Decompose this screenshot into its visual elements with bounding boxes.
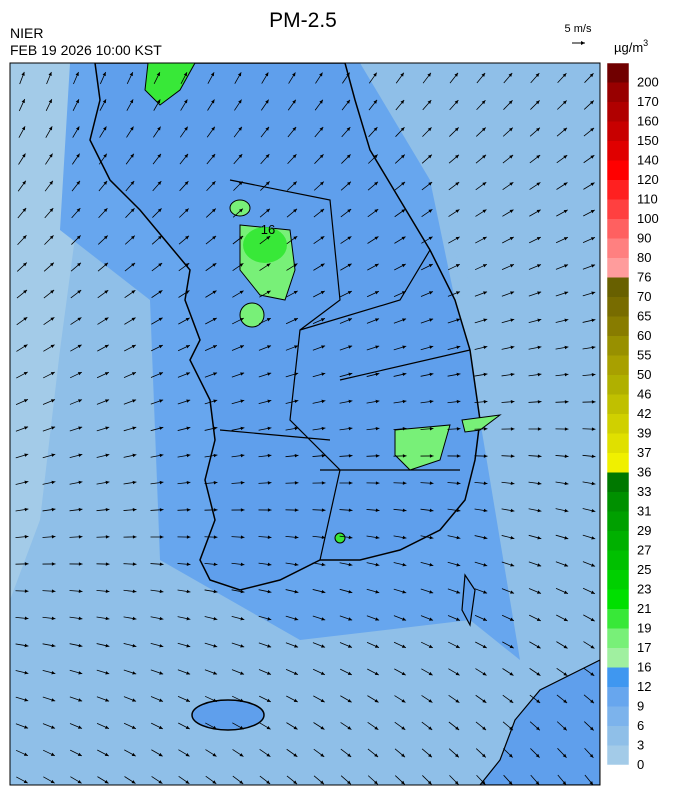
legend-label: 80 [637, 250, 651, 265]
legend-swatch [607, 590, 629, 610]
legend-swatch [607, 83, 629, 103]
legend-label: 160 [637, 114, 659, 129]
legend-swatch [607, 746, 629, 766]
wind-scale-arrowhead [581, 41, 585, 45]
map-label: 16 [261, 222, 275, 237]
legend-swatch [607, 141, 629, 161]
legend-label: 100 [637, 211, 659, 226]
unit: µg/m3 [614, 38, 648, 55]
legend-swatch [607, 648, 629, 668]
legend-label: 19 [637, 621, 651, 636]
legend-swatch [607, 492, 629, 512]
legend-swatch [607, 687, 629, 707]
legend: 0369121617192123252729313336373942465055… [607, 63, 659, 772]
legend-label: 90 [637, 231, 651, 246]
unit-exponent: 3 [643, 38, 648, 48]
legend-swatch [607, 395, 629, 415]
legend-label: 31 [637, 504, 651, 519]
legend-swatch [607, 180, 629, 200]
wind-scale: 5 m/s [565, 23, 592, 35]
legend-label: 37 [637, 445, 651, 460]
legend-label: 140 [637, 153, 659, 168]
legend-label: 27 [637, 543, 651, 558]
legend-label: 3 [637, 738, 644, 753]
legend-swatch [607, 512, 629, 532]
legend-swatch [607, 414, 629, 434]
legend-swatch [607, 609, 629, 629]
legend-label: 76 [637, 270, 651, 285]
legend-swatch [607, 200, 629, 220]
jeju [192, 700, 264, 730]
legend-swatch [607, 278, 629, 298]
legend-label: 36 [637, 465, 651, 480]
legend-swatch [607, 356, 629, 376]
legend-label: 70 [637, 289, 651, 304]
legend-label: 6 [637, 718, 644, 733]
legend-label: 42 [637, 406, 651, 421]
legend-swatch [607, 531, 629, 551]
legend-label: 50 [637, 367, 651, 382]
pm-patch [230, 200, 250, 216]
legend-swatch [607, 317, 629, 337]
legend-swatch [607, 375, 629, 395]
legend-label: 60 [637, 328, 651, 343]
legend-swatch [607, 551, 629, 571]
legend-swatch [607, 629, 629, 649]
legend-swatch [607, 434, 629, 454]
legend-swatch [607, 707, 629, 727]
legend-swatch [607, 102, 629, 122]
legend-swatch [607, 726, 629, 746]
legend-label: 23 [637, 582, 651, 597]
legend-label: 120 [637, 172, 659, 187]
legend-label: 29 [637, 523, 651, 538]
legend-label: 55 [637, 348, 651, 363]
legend-swatch [607, 161, 629, 181]
legend-label: 9 [637, 699, 644, 714]
legend-label: 150 [637, 133, 659, 148]
legend-swatch [607, 453, 629, 473]
map: 16 [10, 63, 600, 785]
legend-label: 16 [637, 660, 651, 675]
datetime: FEB 19 2026 10:00 KST [10, 42, 162, 58]
legend-label: 12 [637, 679, 651, 694]
pm-patch [335, 533, 345, 543]
legend-swatch [607, 473, 629, 493]
legend-swatch [607, 297, 629, 317]
legend-label: 65 [637, 309, 651, 324]
legend-label: 110 [637, 192, 658, 207]
unit-base: µg/m [614, 40, 643, 55]
legend-label: 39 [637, 426, 651, 441]
legend-label: 170 [637, 94, 659, 109]
legend-label: 200 [637, 75, 659, 90]
legend-label: 33 [637, 484, 651, 499]
legend-swatch [607, 336, 629, 356]
legend-swatch [607, 239, 629, 259]
legend-label: 17 [637, 640, 651, 655]
legend-label: 21 [637, 601, 651, 616]
legend-swatch [607, 668, 629, 688]
legend-label: 25 [637, 562, 651, 577]
legend-swatch [607, 258, 629, 278]
title: PM-2.5 [269, 9, 337, 32]
legend-label: 0 [637, 757, 644, 772]
legend-swatch [607, 122, 629, 142]
legend-swatch [607, 570, 629, 590]
legend-swatch [607, 63, 629, 83]
legend-label: 46 [637, 387, 651, 402]
agency: NIER [10, 25, 43, 41]
legend-swatch [607, 219, 629, 239]
